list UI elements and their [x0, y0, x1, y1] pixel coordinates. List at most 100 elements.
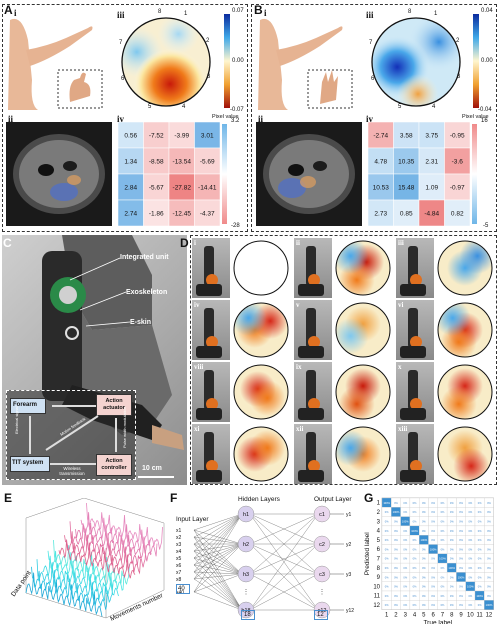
c-scale-bar	[138, 476, 174, 478]
d-frame-eit	[335, 240, 391, 296]
panel-f-label: F	[170, 491, 178, 505]
a-electrode-8: 8	[158, 9, 162, 15]
a-ii-label: ii	[8, 114, 14, 124]
d-frame: ii	[294, 238, 394, 298]
c-exoskeleton: Exoskeleton	[126, 289, 168, 296]
a-map-cb-mid: 0.00	[232, 58, 244, 64]
a-eit-map	[121, 17, 211, 107]
d-frame-photo	[192, 238, 230, 298]
g-ytick: 10	[373, 584, 380, 590]
panel-b-label: B	[254, 3, 263, 17]
g-confusion-matrix: 100% 0% 0% 0% 0% 0% 0% 0% 0% 0% 0% 0%0% 100% 0% 0% 0% 0%…	[364, 497, 494, 624]
g-xtick: 6	[431, 613, 435, 619]
g-cell-value: 0%	[403, 547, 407, 551]
d-frame-eit	[437, 426, 493, 482]
b-electrode-3: 3	[457, 74, 461, 80]
g-cell-value: 0%	[459, 538, 463, 542]
d-frame-label: i	[194, 239, 196, 247]
g-cell-value: 0%	[422, 585, 426, 589]
d-frame-label: x	[398, 363, 402, 371]
e-wave-series	[69, 521, 147, 568]
g-cell-value: 0%	[385, 594, 389, 598]
f-n-hidden: 18	[244, 612, 251, 618]
g-cell-value: 100%	[393, 510, 400, 514]
b-mri-crosssection	[256, 122, 362, 226]
g-cell-value: 0%	[459, 603, 463, 607]
a-map-cb-min: -0.07	[230, 107, 244, 113]
g-cell-value: 0%	[431, 594, 435, 598]
g-cell-value: 0%	[394, 566, 398, 570]
g-cell-value: 0%	[459, 529, 463, 533]
d-frame-photo	[192, 362, 230, 422]
matrix-cell-value: 0.56	[124, 133, 137, 140]
g-cell-value: 0%	[487, 547, 491, 551]
matrix-cell-value: 0.82	[451, 211, 464, 218]
a-electrode-7: 7	[119, 40, 123, 46]
d-frame-photo	[396, 362, 434, 422]
b-electrode-7: 7	[369, 40, 373, 46]
g-cell-value: 0%	[385, 557, 389, 561]
a-iii-label: iii	[117, 10, 125, 20]
matrix-cell-value: -8.58	[149, 159, 164, 166]
g-cell-value: 0%	[413, 538, 417, 542]
c-scale: 10 cm	[142, 465, 162, 472]
g-cell-value: 100%	[402, 519, 409, 523]
matrix-cell	[444, 173, 471, 201]
a-pix-label: Pixel value	[212, 114, 239, 120]
b-electrode-2: 2	[456, 38, 460, 44]
g-xtick: 7	[441, 613, 445, 619]
b-iii-label: iii	[366, 10, 374, 20]
g-cell-value: 0%	[441, 575, 445, 579]
matrix-cell-value: 2.73	[374, 211, 387, 218]
matrix-cell-value: 3.75	[425, 133, 438, 140]
g-cell-value: 0%	[413, 510, 417, 514]
c-forearm: Forearm	[13, 402, 38, 408]
g-cell-value: 0%	[468, 594, 472, 598]
g-cell-value: 0%	[459, 519, 463, 523]
c-actuator: Action actuator	[103, 398, 125, 411]
g-cell-value: 0%	[385, 547, 389, 551]
g-cell-value: 0%	[468, 538, 472, 542]
d-frame-photo	[294, 238, 332, 298]
d-frame-label: ix	[296, 363, 302, 371]
matrix-cell	[117, 173, 144, 201]
f-hidden-node	[237, 565, 255, 583]
g-cell-value: 0%	[422, 547, 426, 551]
g-ytick: 2	[377, 510, 381, 516]
b-electrode-5: 5	[398, 104, 402, 110]
g-cell-value: 0%	[385, 575, 389, 579]
g-xtick: 11	[477, 613, 484, 619]
d-frame-label: xii	[296, 425, 304, 433]
g-cell-value: 0%	[441, 594, 445, 598]
d-frame-photo	[192, 300, 230, 360]
matrix-cell	[418, 199, 445, 227]
g-ytick: 5	[377, 538, 381, 544]
a-pix-cb-max: 3.2	[231, 118, 240, 124]
g-cell-value: 0%	[394, 547, 398, 551]
d-frame: viii	[192, 362, 292, 422]
b-electrode-1: 1	[434, 11, 438, 17]
g-cell-value: 0%	[385, 603, 389, 607]
g-cell-value: 0%	[441, 510, 445, 514]
d-frame: xi	[192, 424, 292, 484]
g-cell-value: 0%	[450, 538, 454, 542]
f-input-node: x2	[176, 535, 182, 541]
g-cell-value: 0%	[394, 575, 398, 579]
g-cell-value: 0%	[450, 547, 454, 551]
g-cell-value: 0%	[459, 594, 463, 598]
g-cell-value: 0%	[385, 510, 389, 514]
panel-b-frame	[251, 4, 497, 232]
c-diagram-arrows	[29, 405, 117, 465]
matrix-cell-value: 3.01	[201, 133, 214, 140]
g-cell-value: 0%	[422, 575, 426, 579]
g-ytick: 6	[377, 547, 381, 553]
b-pix-label: Pixel value	[462, 114, 489, 120]
g-cell-value: 0%	[422, 519, 426, 523]
g-cell-value: 0%	[403, 585, 407, 589]
f-input-layer: Input Layer	[176, 516, 209, 523]
g-cell-value: 0%	[431, 529, 435, 533]
matrix-cell	[194, 147, 221, 175]
g-cell-value: 0%	[394, 538, 398, 542]
g-cell-value: 0%	[403, 510, 407, 514]
matrix-cell-value: -5.67	[149, 185, 164, 192]
